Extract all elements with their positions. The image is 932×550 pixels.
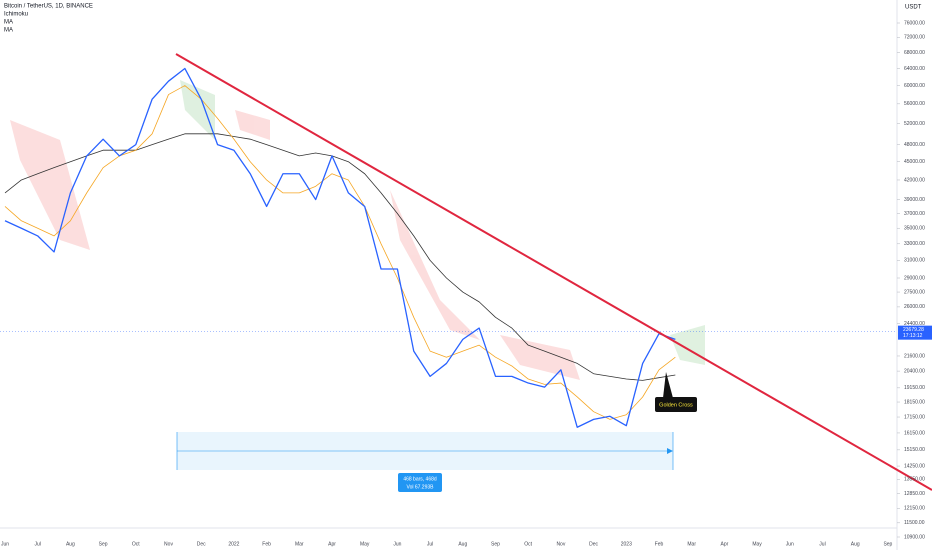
- x-tick-label: Aug: [66, 541, 75, 547]
- y-tick-label: 60000.00: [904, 83, 925, 89]
- measure-bars: 468 bars, 468d: [403, 476, 437, 482]
- price-line: [4, 67, 676, 428]
- y-tick-label: 72000.00: [904, 35, 925, 41]
- x-tick-label: Nov: [164, 541, 173, 547]
- chart-title: Bitcoin / TetherUS, 1D, BINANCE: [4, 4, 93, 10]
- x-tick-label: 2022: [228, 541, 239, 547]
- y-tick-label: 29000.00: [904, 275, 925, 281]
- y-tick-label: 13550.00: [904, 477, 925, 483]
- countdown: 17:13:12: [903, 333, 923, 339]
- plot-area: [0, 67, 897, 428]
- measure-volume: Vol 67.293B: [407, 484, 435, 490]
- y-tick-label: 11500.00: [904, 520, 925, 526]
- y-tick-label: 52000.00: [904, 121, 925, 127]
- x-tick-label: Apr: [721, 541, 729, 547]
- y-tick-label: 16150.00: [904, 430, 925, 436]
- y-tick-label: 42000.00: [904, 177, 925, 183]
- measure-arrowhead: [667, 448, 673, 454]
- last-price-tag: [898, 325, 932, 340]
- annotation: Golden Cross: [659, 402, 693, 408]
- indicator: MA: [4, 20, 13, 26]
- x-tick-label: Aug: [458, 541, 467, 547]
- y-tick-label: 18150.00: [904, 399, 925, 405]
- x-tick-label: Aug: [851, 541, 860, 547]
- x-tick-label: Mar: [295, 541, 304, 547]
- y-tick-label: 21600.00: [904, 353, 925, 359]
- callout-box: [655, 397, 697, 412]
- y-tick-label: 76000.00: [904, 20, 925, 26]
- x-tick-label: Jun: [393, 541, 401, 547]
- y-tick-label: 33000.00: [904, 241, 925, 247]
- y-tick-label: 39000.00: [904, 197, 925, 203]
- trend-line: [175, 53, 932, 491]
- y-tick-label: 64000.00: [904, 66, 925, 72]
- y-tick-label: 20400.00: [904, 368, 925, 374]
- x-tick-label: Feb: [655, 541, 664, 547]
- x-tick-label: Dec: [589, 541, 598, 547]
- y-tick-label: 45000.00: [904, 159, 925, 165]
- x-tick-label: Oct: [132, 541, 140, 547]
- y-tick-label: 14250.00: [904, 463, 925, 469]
- y-tick-label: 26000.00: [904, 304, 925, 310]
- x-tick-label: Jul: [819, 541, 825, 547]
- callout-pointer: [663, 372, 673, 398]
- y-tick-label: 24400.00: [904, 321, 925, 327]
- y-tick-label: 27500.00: [904, 289, 925, 295]
- y-tick-label: 10900.00: [904, 534, 925, 540]
- x-tick-label: May: [752, 541, 762, 547]
- y-tick-label: 12850.00: [904, 491, 925, 497]
- currency: USDT: [905, 5, 922, 11]
- y-tick-label: 37000.00: [904, 211, 925, 217]
- y-tick-label: 56000.00: [904, 101, 925, 107]
- y-tick-label: 35000.00: [904, 226, 925, 232]
- indicator: MA: [4, 28, 13, 34]
- y-tick-label: 17150.00: [904, 414, 925, 420]
- x-tick-label: May: [360, 541, 370, 547]
- x-tick-label: Jul: [427, 541, 433, 547]
- x-tick-label: Jun: [1, 541, 9, 547]
- last-price-label: 23679.28: [903, 327, 924, 333]
- price-line: [4, 85, 676, 420]
- x-tick-label: Feb: [262, 541, 271, 547]
- price-axis: 76000.00 72000.00 68000.00 64000.00 60000.00…: [897, 20, 932, 540]
- x-tick-label: Dec: [197, 541, 206, 547]
- y-tick-label: 12150.00: [904, 506, 925, 512]
- x-tick-label: Oct: [524, 541, 532, 547]
- x-tick-label: Nov: [556, 541, 565, 547]
- x-tick-label: Apr: [328, 541, 336, 547]
- indicator: Ichimoku: [4, 12, 28, 18]
- y-tick-label: 31000.00: [904, 258, 925, 264]
- measure-label-box: [398, 473, 442, 492]
- time-axis: Jun Jul Aug Sep Oct Nov Dec 2022 Feb Mar Apr May Jun…: [1, 541, 893, 547]
- x-tick-label: Jul: [34, 541, 40, 547]
- x-tick-label: Mar: [687, 541, 696, 547]
- y-tick-label: 68000.00: [904, 50, 925, 56]
- y-tick-label: 48000.00: [904, 142, 925, 148]
- x-tick-label: 2023: [621, 541, 632, 547]
- y-tick-label: 19150.00: [904, 385, 925, 391]
- x-tick-label: Sep: [99, 541, 108, 547]
- y-tick-label: 15150.00: [904, 447, 925, 453]
- price-line: [4, 133, 676, 381]
- x-tick-label: Sep: [491, 541, 500, 547]
- x-tick-label: Sep: [883, 541, 892, 547]
- x-tick-label: Jun: [786, 541, 794, 547]
